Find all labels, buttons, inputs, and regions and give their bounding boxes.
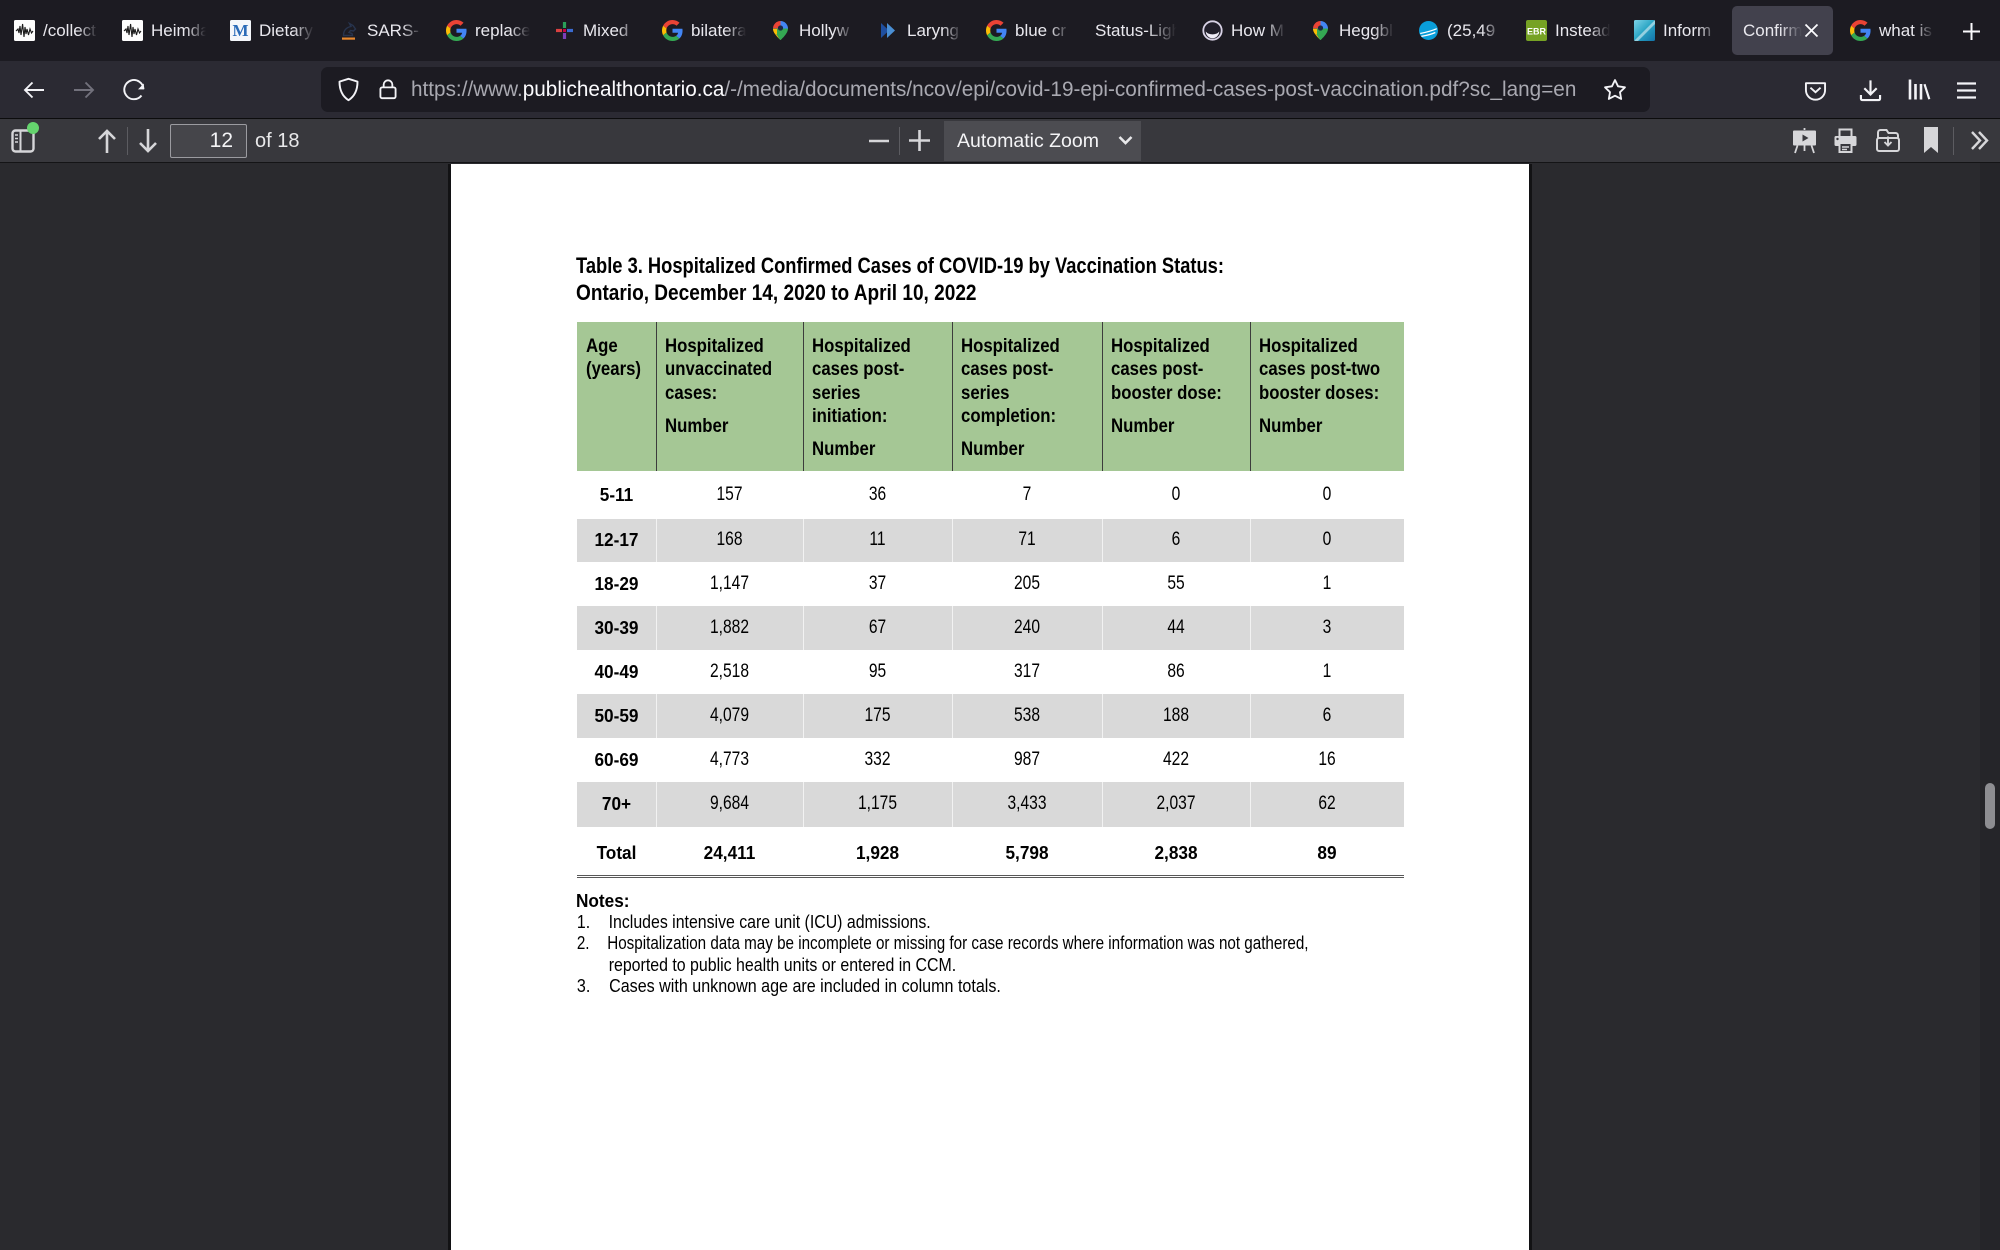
svg-text:M: M	[232, 21, 248, 40]
svg-text:EBR: EBR	[1527, 27, 1547, 37]
